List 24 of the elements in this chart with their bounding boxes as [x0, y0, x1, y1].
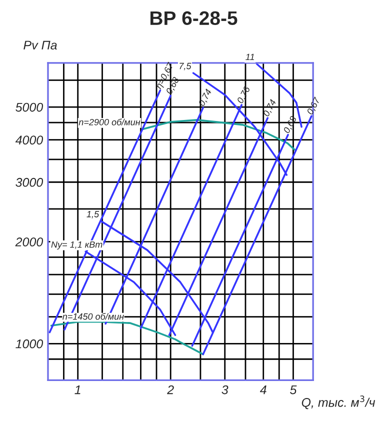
x-tick-label: 4 — [260, 385, 266, 394]
text: 0,74 — [198, 88, 213, 107]
y-tick-label: 4000 — [15, 136, 44, 144]
series-label: Ny= 1,1 кВт — [51, 241, 102, 250]
text: 0,67 — [306, 96, 322, 116]
x-axis-title: Q, тыс. м$^{3}$/ч — [302, 396, 376, 410]
y-tick-label: 2000 — [15, 238, 44, 246]
series-label: 7,5 — [180, 62, 192, 70]
y-tick-label: 1000 — [16, 339, 44, 348]
x-tick-label: 2 — [167, 385, 174, 394]
x-tick-label: 1 — [74, 385, 80, 394]
text: 0,68 — [283, 115, 298, 134]
x-tick-label: 5 — [290, 385, 297, 394]
text: 0,76 — [236, 86, 252, 104]
y-tick-label: 3000 — [16, 178, 44, 187]
series-label: 1,5 — [86, 211, 100, 218]
series-label: n=2900 об/мин — [78, 118, 140, 126]
text: 0,74 — [262, 98, 278, 118]
y-tick-label: 5000 — [16, 102, 44, 112]
x-tick-label: 3 — [222, 385, 228, 394]
y-axis-title: Pv Па — [24, 40, 57, 50]
series-label: n=1450 об/мин — [62, 313, 124, 320]
series-label: 11 — [246, 54, 254, 60]
chart-title: ВР 6-28-5 — [150, 11, 238, 26]
